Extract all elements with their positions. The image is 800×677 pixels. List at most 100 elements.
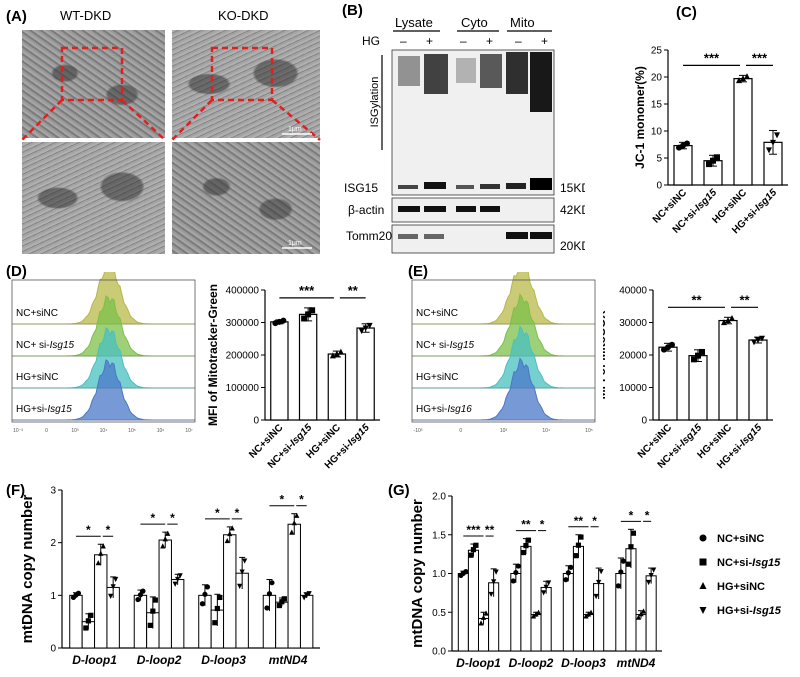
data-point: [565, 570, 571, 576]
actin-band-4: [480, 206, 500, 212]
scale-text-bottom: 1μm: [288, 240, 302, 247]
data-point: [212, 620, 218, 626]
bar: [572, 545, 584, 652]
bar: [270, 321, 289, 421]
category-label: D-loop1: [72, 653, 117, 667]
hg-label: HG: [362, 34, 380, 48]
histogram-label: NC+ si-Isg15: [16, 340, 75, 351]
ko-dkd-label: KO-DKD: [218, 8, 269, 23]
data-point: [301, 315, 308, 322]
data-point: [160, 543, 166, 549]
actin-band-2: [424, 206, 446, 212]
data-point: [162, 536, 168, 542]
data-point: [264, 605, 270, 611]
data-point: [635, 614, 642, 620]
data-point: [85, 618, 91, 624]
data-point: [755, 337, 761, 344]
isg15-band-1: [398, 185, 418, 189]
y-tick-label: 0: [656, 181, 662, 192]
data-point: [88, 612, 94, 618]
data-point: [488, 591, 494, 598]
zoom-box-ko: [210, 46, 274, 102]
histogram-label: NC+siNC: [16, 308, 58, 319]
bar: [356, 327, 375, 421]
y-tick-label: 1: [50, 591, 56, 602]
data-point: [546, 580, 552, 586]
significance-stars: **: [574, 514, 584, 528]
data-point: [770, 139, 776, 146]
y-tick-label: 10000: [619, 383, 647, 394]
data-point: [491, 579, 497, 585]
smear-lane-6: [530, 52, 552, 112]
hg-sign-1: –: [400, 34, 407, 48]
data-point: [172, 581, 178, 587]
em-image-wt-high: [22, 142, 165, 254]
data-point: [543, 584, 549, 590]
y-tick-label: 400000: [226, 286, 260, 297]
actin-band-3: [456, 206, 476, 212]
tomm20-band-1: [398, 234, 418, 239]
tomm20-band-6: [530, 232, 552, 239]
y-tick-label: 30000: [619, 318, 647, 329]
significance-stars: ***: [466, 523, 480, 537]
y-tick-label: 20000: [619, 351, 647, 362]
data-point: [615, 583, 621, 589]
category-label: D-loop1: [456, 656, 501, 670]
histogram-label: HG+si-Isg15: [16, 404, 72, 415]
data-point: [227, 530, 233, 537]
data-point: [774, 132, 780, 139]
bar: [520, 545, 532, 652]
smear-lane-4: [480, 54, 502, 88]
histogram-x-tick: 10⁴: [100, 428, 108, 434]
data-point: [628, 544, 634, 550]
data-point: [269, 580, 275, 586]
data-point: [520, 549, 527, 556]
data-point: [744, 73, 750, 80]
data-point: [691, 356, 697, 363]
significance-stars: **: [521, 518, 531, 532]
data-point: [541, 590, 547, 596]
actin-band-1: [398, 206, 420, 212]
isg15-band-4: [480, 184, 500, 189]
bar: [327, 353, 347, 421]
data-point: [478, 620, 484, 626]
data-point: [588, 609, 594, 615]
legend-label: NC+si-Isg15: [717, 557, 781, 569]
data-point: [165, 530, 171, 536]
legend-label: NC+siNC: [717, 533, 764, 545]
data-point: [281, 596, 287, 602]
data-point: [137, 592, 144, 598]
data-point: [294, 512, 300, 518]
data-point: [202, 591, 208, 597]
bar: [298, 313, 318, 421]
data-point: [729, 315, 735, 322]
isg15-band-3: [456, 185, 474, 189]
panel-label-b: (B): [342, 2, 363, 19]
bar: [299, 594, 314, 649]
y-tick-label: 0.0: [432, 647, 446, 658]
significance-stars: **: [739, 292, 750, 307]
data-point: [710, 157, 716, 164]
data-point: [135, 596, 141, 603]
data-point: [646, 579, 652, 586]
data-point: [620, 558, 626, 564]
western-blot: Lysate Cyto Mito HG – + – + – + ISGylati…: [344, 15, 585, 254]
blot-tomm20: [391, 224, 555, 254]
flow-histogram-d: NC+siNC NC+ si-Isg15 HG+siNC HG+si-Isg15 10⁻…: [11, 272, 196, 434]
panel-label-d: (D): [6, 263, 27, 280]
y-axis-title: mtDNA copy number: [409, 499, 426, 648]
bar: [718, 319, 738, 421]
bar: [530, 614, 542, 652]
data-point: [598, 569, 604, 575]
data-point: [266, 591, 273, 597]
bar: [748, 339, 768, 421]
data-point: [279, 599, 285, 605]
data-point: [669, 341, 675, 348]
data-point: [100, 543, 106, 549]
significance-stars: *: [215, 506, 220, 520]
data-point: [98, 550, 104, 556]
data-point: [280, 317, 287, 324]
data-point: [239, 569, 245, 575]
data-point: [684, 140, 690, 147]
